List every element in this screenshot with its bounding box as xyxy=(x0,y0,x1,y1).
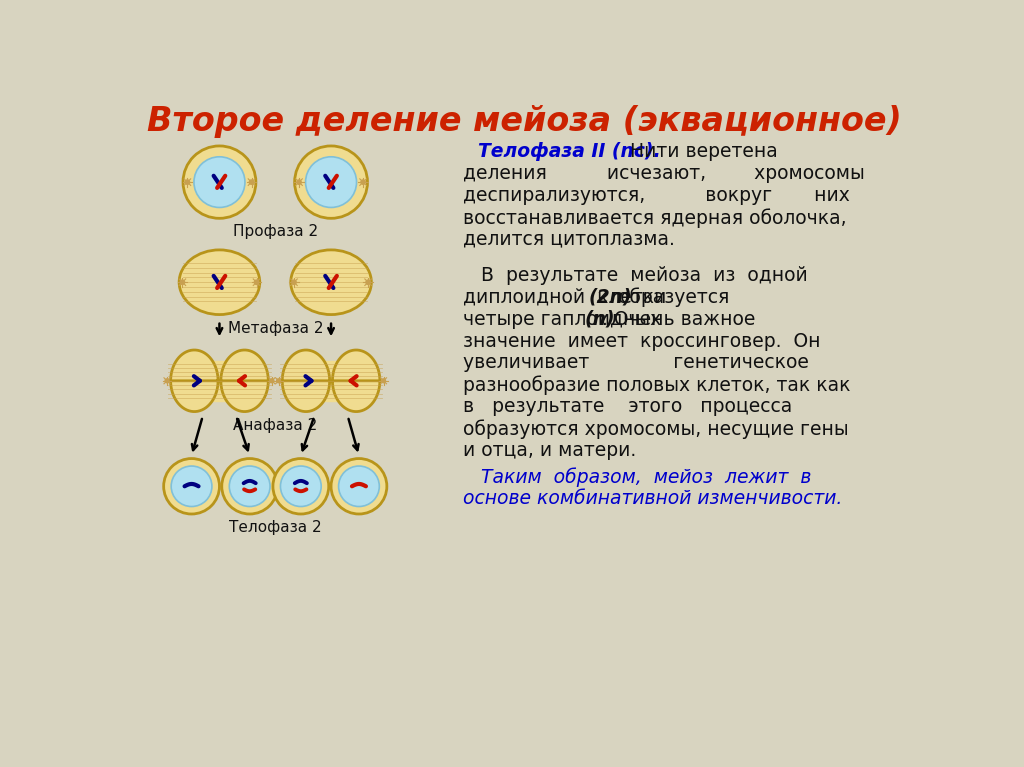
Circle shape xyxy=(360,180,366,184)
Circle shape xyxy=(292,280,296,285)
Text: деления          исчезают,        хромосомы: деления исчезают, хромосомы xyxy=(463,164,864,183)
Ellipse shape xyxy=(333,350,380,412)
Circle shape xyxy=(297,180,301,184)
Circle shape xyxy=(276,379,281,383)
Circle shape xyxy=(254,280,259,285)
Text: в   результате    этого   процесса: в результате этого процесса xyxy=(463,397,792,416)
Circle shape xyxy=(249,180,254,184)
Text: Метафаза 2: Метафаза 2 xyxy=(227,321,323,337)
Bar xyxy=(195,360,245,401)
Text: образуется: образуется xyxy=(611,288,729,308)
Text: основе комбинативной изменчивости.: основе комбинативной изменчивости. xyxy=(463,489,842,508)
Ellipse shape xyxy=(229,466,270,506)
Circle shape xyxy=(165,379,169,383)
Bar xyxy=(306,360,356,401)
Ellipse shape xyxy=(222,459,278,514)
Ellipse shape xyxy=(183,146,256,219)
Text: (2n): (2n) xyxy=(589,288,632,307)
Ellipse shape xyxy=(295,146,368,219)
Text: значение  имеет  кроссинговер.  Он: значение имеет кроссинговер. Он xyxy=(463,331,820,351)
Text: четыре гаплоидных: четыре гаплоидных xyxy=(463,310,667,328)
Text: Нити веретена: Нити веретена xyxy=(624,142,778,161)
Text: восстанавливается ядерная оболочка,: восстанавливается ядерная оболочка, xyxy=(463,208,847,228)
Ellipse shape xyxy=(194,156,245,207)
Text: Профаза 2: Профаза 2 xyxy=(232,225,317,239)
Ellipse shape xyxy=(171,350,218,412)
Text: Телофаза 2: Телофаза 2 xyxy=(229,520,322,535)
Text: деспирализуются,          вокруг       них: деспирализуются, вокруг них xyxy=(463,186,850,205)
Text: образуются хромосомы, несущие гены: образуются хромосомы, несущие гены xyxy=(463,420,849,439)
Circle shape xyxy=(185,180,189,184)
Ellipse shape xyxy=(281,466,322,506)
Text: и отца, и матери.: и отца, и матери. xyxy=(463,441,636,460)
Text: Таким  образом,  мейоз  лежит  в: Таким образом, мейоз лежит в xyxy=(463,467,811,487)
Circle shape xyxy=(180,280,184,285)
Text: Второе деление мейоза (эквационное): Второе деление мейоза (эквационное) xyxy=(147,105,902,138)
Text: Телофаза II (nc).: Телофаза II (nc). xyxy=(478,142,662,161)
Circle shape xyxy=(270,379,273,383)
Circle shape xyxy=(366,280,371,285)
Ellipse shape xyxy=(339,466,379,506)
Text: диплоидной  клетки: диплоидной клетки xyxy=(463,288,672,307)
Ellipse shape xyxy=(331,459,387,514)
Ellipse shape xyxy=(171,466,212,506)
Text: делится цитоплазма.: делится цитоплазма. xyxy=(463,230,675,249)
Text: разнообразие половых клеток, так как: разнообразие половых клеток, так как xyxy=(463,375,850,395)
Ellipse shape xyxy=(305,156,356,207)
Text: . Очень важное: . Очень важное xyxy=(601,310,755,328)
Text: (n): (n) xyxy=(585,310,615,328)
Circle shape xyxy=(382,379,385,383)
Ellipse shape xyxy=(291,250,372,314)
Text: Анафаза 2: Анафаза 2 xyxy=(233,418,317,433)
Ellipse shape xyxy=(283,350,330,412)
Text: увеличивает              генетическое: увеличивает генетическое xyxy=(463,354,809,373)
Ellipse shape xyxy=(273,459,329,514)
Text: В  результате  мейоза  из  одной: В результате мейоза из одной xyxy=(463,265,808,285)
Ellipse shape xyxy=(164,459,219,514)
Ellipse shape xyxy=(221,350,268,412)
Ellipse shape xyxy=(179,250,260,314)
